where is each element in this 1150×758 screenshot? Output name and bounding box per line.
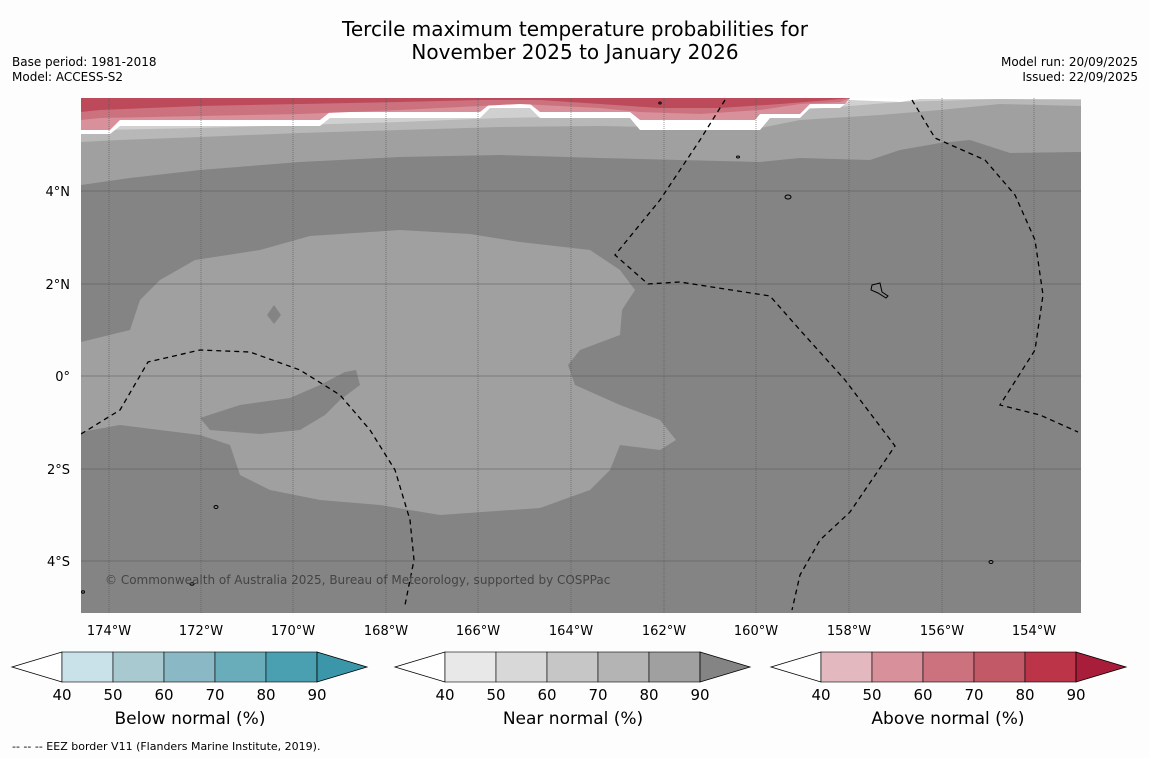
meta-right: Model run: 20/09/2025 Issued: 22/09/2025: [1001, 55, 1138, 85]
near-normal-region-center: [81, 230, 676, 515]
model-run: Model run: 20/09/2025: [1000, 55, 1138, 69]
lon-tick: 174°W: [87, 624, 131, 639]
colorbar-extend-low: [10, 651, 63, 683]
chart-title: Tercile maximum temperature probabilitie…: [0, 18, 1150, 64]
above-normal-band-80: [81, 98, 850, 112]
colorbar-tick-label: 60: [537, 686, 556, 704]
colorbar-extend-high: [699, 651, 752, 683]
colorbar-segment: [214, 651, 267, 683]
lon-tick: 162°W: [642, 624, 686, 639]
meta-left: Base period: 1981-2018 Model: ACCESS-S2: [12, 55, 157, 85]
lon-tick: 172°W: [179, 624, 223, 639]
lon-tick: 166°W: [456, 624, 500, 639]
title-line-1: Tercile maximum temperature probabilitie…: [342, 17, 808, 41]
colorbar-segment: [112, 651, 165, 683]
colorbar-tick-label: 80: [639, 686, 658, 704]
colorbar-above: 40 50 60 70 80 90: [769, 651, 1128, 704]
colorbar-below: 40 50 60 70 80 90: [10, 651, 369, 704]
colorbar-label-above: Above normal (%): [871, 709, 1025, 729]
colorbar-tick-label: 90: [690, 686, 709, 704]
colorbar-tick-label: 60: [913, 686, 932, 704]
colorbar-segment: [922, 651, 975, 683]
lon-tick: 170°W: [271, 624, 315, 639]
lon-labels: 174°W 172°W 170°W 168°W 166°W 164°W 162°…: [87, 624, 1056, 639]
colorbar-segment: [820, 651, 873, 683]
colorbar-tick-label: 70: [205, 686, 224, 704]
colorbar-tick-label: 50: [862, 686, 881, 704]
near-normal-region-dark: [200, 370, 360, 434]
colorbar-tick-label: 40: [811, 686, 830, 704]
colorbars: 40 50 60 70 80 90 40 50 60 70 80 90 40 50 60 70 80 90: [10, 651, 1128, 704]
colorbar-extend-high: [316, 651, 369, 683]
colorbar-segment: [495, 651, 548, 683]
colorbar-extend-high: [1075, 651, 1128, 683]
colorbar-tick-label: 80: [256, 686, 275, 704]
colorbar-near: 40 50 60 70 80 90: [393, 651, 752, 704]
colorbar-segment: [973, 651, 1026, 683]
colorbar-tick-label: 40: [52, 686, 71, 704]
colorbar-tick-label: 40: [435, 686, 454, 704]
lon-tick: 164°W: [549, 624, 593, 639]
colorbar-tick-label: 90: [1066, 686, 1085, 704]
lon-tick: 160°W: [734, 624, 778, 639]
lon-tick: 154°W: [1012, 624, 1056, 639]
issued-date: Issued: 22/09/2025: [1022, 70, 1138, 84]
lat-tick: 0°: [55, 370, 70, 385]
lon-tick: 168°W: [364, 624, 408, 639]
copyright-notice: © Commonwealth of Australia 2025, Bureau…: [105, 573, 610, 587]
near-normal-spot: [267, 305, 281, 324]
colorbar-tick-label: 70: [964, 686, 983, 704]
colorbar-label-near: Near normal (%): [502, 709, 644, 729]
colorbar-segment: [871, 651, 924, 683]
colorbar-tick-label: 70: [588, 686, 607, 704]
colorbar-extend-low: [393, 651, 446, 683]
lat-tick: 4°S: [47, 555, 70, 570]
colorbar-segment: [444, 651, 497, 683]
islands: [81, 101, 994, 594]
lat-labels: 4°N 2°N 0° 2°S 4°S: [46, 185, 71, 570]
colorbar-segment: [597, 651, 650, 683]
colorbar-segment: [61, 651, 114, 683]
eez-borders: [81, 99, 1079, 611]
base-period: Base period: 1981-2018: [12, 55, 157, 69]
eez-footnote: -- -- -- EEZ border V11 (Flanders Marine…: [12, 740, 321, 753]
lat-tick: 2°N: [46, 278, 71, 293]
colorbar-segment: [265, 651, 318, 683]
colorbar-extend-low: [769, 651, 822, 683]
colorbar-tick-label: 90: [307, 686, 326, 704]
model-name: Model: ACCESS-S2: [12, 70, 124, 84]
grid-lines: [81, 98, 1081, 613]
colorbar-tick-label: 50: [103, 686, 122, 704]
lon-tick: 156°W: [920, 624, 964, 639]
colorbar-segment: [1024, 651, 1077, 683]
lon-tick: 158°W: [827, 624, 871, 639]
colorbar-segment: [648, 651, 701, 683]
colorbar-tick-label: 60: [154, 686, 173, 704]
colorbar-label-below: Below normal (%): [114, 709, 266, 729]
colorbar-tick-label: 80: [1015, 686, 1034, 704]
colorbar-segment: [163, 651, 216, 683]
lat-tick: 2°S: [47, 463, 70, 478]
lat-tick: 4°N: [46, 185, 71, 200]
colorbar-tick-label: 50: [486, 686, 505, 704]
map: © Commonwealth of Australia 2025, Bureau…: [46, 98, 1081, 639]
title-line-2: November 2025 to January 2026: [411, 40, 739, 64]
colorbar-segment: [546, 651, 599, 683]
